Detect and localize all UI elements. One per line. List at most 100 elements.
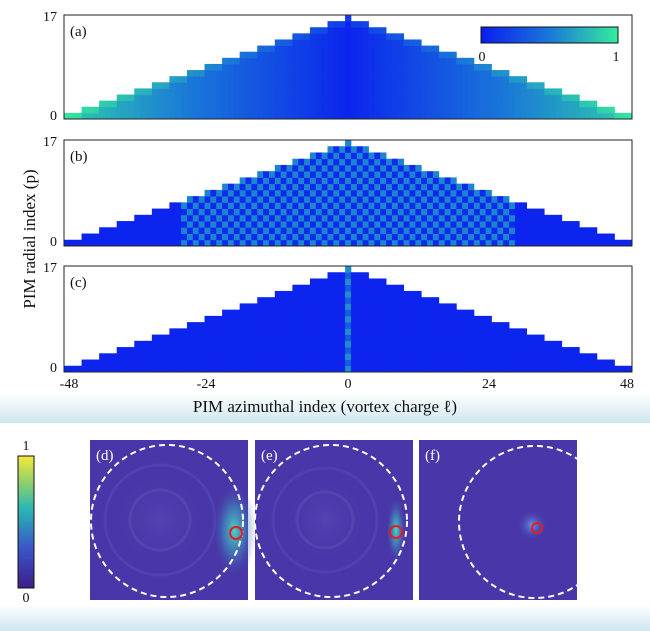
heatmap-cell — [421, 221, 428, 228]
heatmap-cell — [186, 106, 194, 114]
heatmap-cell — [450, 88, 457, 95]
heatmap-cell — [350, 27, 358, 34]
heatmap-cell — [239, 365, 246, 373]
heatmap-cell — [503, 82, 510, 89]
heatmap-cell — [421, 328, 428, 335]
heatmap-cell — [280, 221, 287, 228]
heatmap-panel-b — [64, 140, 633, 247]
heatmap-cell — [345, 340, 352, 348]
heatmap-cell — [368, 171, 375, 178]
heatmap-cell — [374, 278, 381, 286]
heatmap-cell — [350, 239, 358, 247]
heatmap-cell — [280, 297, 287, 304]
heatmap-cell — [216, 70, 223, 77]
heatmap-cell — [397, 70, 405, 77]
heatmap-cell — [286, 297, 293, 304]
heatmap-cell — [602, 239, 609, 247]
heatmap-cell — [485, 88, 492, 95]
heatmap-cell — [263, 112, 270, 120]
heatmap-cell — [309, 45, 317, 53]
heatmap-cell — [421, 322, 428, 329]
heatmap-cell — [345, 189, 352, 197]
heatmap-cell — [444, 183, 451, 191]
heatmap-cell — [356, 340, 364, 348]
heatmap-cell — [456, 239, 463, 247]
heatmap-cell — [432, 208, 440, 216]
heatmap-cell — [438, 57, 446, 65]
heatmap-cell — [450, 196, 457, 203]
heatmap-cell — [550, 353, 557, 360]
heatmap-cell — [415, 322, 422, 329]
heatmap-cell — [216, 196, 223, 203]
heatmap-cell — [315, 27, 323, 34]
heatmap-cell — [438, 227, 446, 234]
heatmap-cell — [362, 33, 369, 40]
heatmap-cell — [315, 112, 323, 120]
bottom-band — [0, 605, 650, 631]
heatmap-cell — [145, 112, 153, 120]
heatmap-cell — [134, 106, 141, 114]
heatmap-cell — [397, 88, 405, 95]
heatmap-cell — [362, 272, 369, 279]
heatmap-cell — [222, 359, 229, 367]
heatmap-cell — [251, 202, 258, 209]
heatmap-cell — [456, 347, 463, 354]
heatmap-cell — [444, 208, 451, 216]
heatmap-cell — [263, 202, 270, 209]
heatmap-cell — [491, 239, 498, 247]
heatmap-cell — [356, 88, 364, 95]
heatmap-cell — [397, 303, 405, 311]
heatmap-cell — [538, 208, 545, 216]
heatmap-cell — [263, 171, 270, 178]
heatmap-cell — [233, 106, 241, 114]
heatmap-cell — [497, 100, 504, 108]
heatmap-cell — [409, 189, 416, 197]
heatmap-cell — [397, 45, 405, 53]
heatmap-cell — [380, 214, 387, 222]
heatmap-cell — [532, 82, 539, 89]
heatmap-cell — [391, 347, 399, 354]
heatmap-cell — [268, 82, 276, 89]
heatmap-cell — [327, 202, 334, 209]
heatmap-cell — [145, 88, 153, 95]
heatmap-cell — [532, 233, 539, 241]
heatmap-cell — [356, 347, 364, 354]
heatmap-cell — [321, 239, 328, 247]
heatmap-cell — [345, 359, 352, 367]
heatmap-cell — [386, 76, 393, 83]
heatmap-cell — [386, 353, 393, 360]
heatmap-cell — [567, 221, 574, 228]
heatmap-cell — [198, 196, 205, 203]
heatmap-cell — [462, 359, 469, 367]
y-tick-bottom-c: 0 — [50, 361, 57, 376]
heatmap-cell — [444, 94, 451, 102]
heatmap-cell — [409, 239, 416, 247]
heatmap-cell — [210, 233, 217, 241]
heatmap-cell — [544, 100, 551, 108]
heatmap-cell — [514, 106, 522, 114]
heatmap-cell — [175, 359, 182, 367]
heatmap-cell — [362, 63, 369, 71]
heatmap-cell — [292, 221, 299, 228]
heatmap-cell — [181, 340, 188, 348]
heatmap-cell — [181, 347, 188, 354]
heatmap-cell — [169, 76, 176, 83]
heatmap-cell — [438, 365, 446, 373]
heatmap-cell — [397, 112, 405, 120]
heatmap-cell — [362, 365, 369, 373]
heatmap-cell — [468, 57, 475, 65]
panel-a-label: (a) — [70, 24, 87, 40]
heatmap-cell — [350, 51, 358, 59]
heatmap-cell — [491, 106, 498, 114]
heatmap-cell — [315, 164, 323, 172]
heatmap-cell — [374, 27, 381, 34]
heatmap-cell — [491, 196, 498, 203]
heatmap-cell — [380, 208, 387, 216]
heatmap-cell — [391, 45, 399, 53]
heatmap-cell — [128, 233, 135, 241]
heatmap-cell — [333, 196, 340, 203]
heatmap-cell — [104, 112, 112, 120]
heatmap-cell — [286, 359, 293, 367]
heatmap-cell — [204, 88, 211, 95]
heatmap-cell — [356, 51, 364, 59]
